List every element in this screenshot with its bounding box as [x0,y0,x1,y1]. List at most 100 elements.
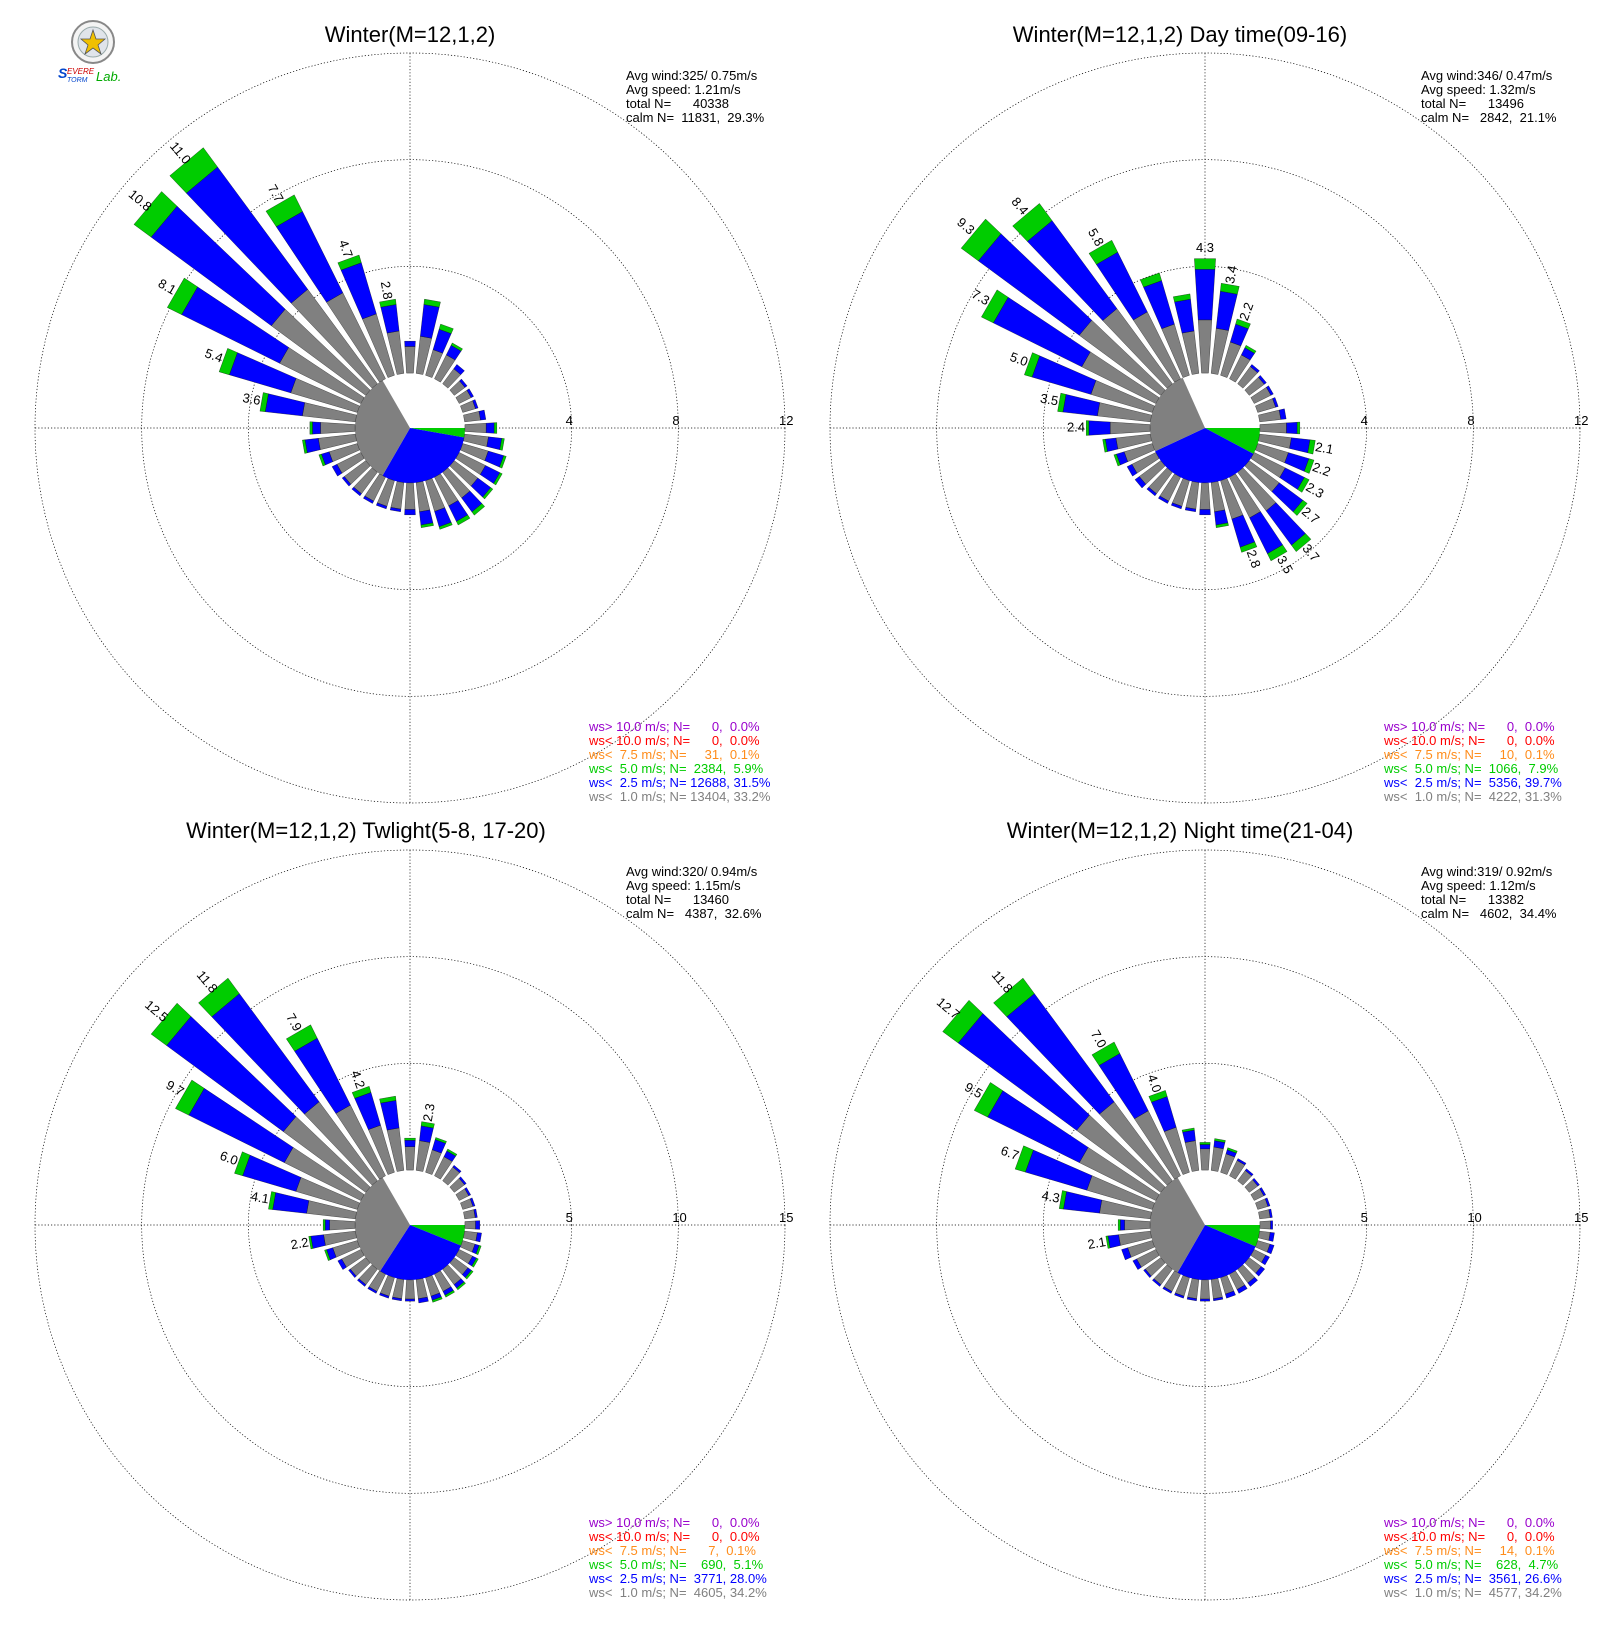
bar-270-lt1 [321,422,356,433]
legend-lt2_5: ws< 2.5 m/s; N= 3561, 26.6% [1383,1571,1562,1586]
bar-350-lt2_5 [381,1100,400,1130]
bar-270-lt5 [310,422,313,435]
bar-280-lt2_5 [265,394,304,416]
bar-10-lt2_5 [1216,291,1237,330]
bar-90-lt2_5 [1271,1221,1273,1230]
legend-lt5: ws< 5.0 m/s; N= 690, 5.1% [588,1557,764,1572]
ring-label: 4 [566,413,573,428]
stat-line: Avg wind:325/ 0.75m/s [626,68,758,83]
bar-280-lt2_5 [1063,394,1100,416]
bar-180-lt1 [1200,483,1210,510]
stat-line: Avg wind:319/ 0.92m/s [1421,864,1553,879]
ring-label: 5 [566,1210,573,1225]
bar-10-lt2_5 [420,304,439,338]
bar-80-lt1 [1258,1210,1270,1219]
bar-90-lt1 [465,1221,476,1229]
ring-label: 12 [779,413,793,428]
bar-80-lt1 [463,1210,475,1219]
legend-lt5: ws< 5.0 m/s; N= 2384, 5.9% [588,761,764,776]
bar-0-lt2_5 [1195,269,1215,320]
bar-value-label: 2.3 [420,1102,438,1122]
bar-0-lt1 [405,346,415,373]
bar-0-lt2_5 [405,341,416,346]
ring-label: 8 [1467,413,1474,428]
panel-title: Winter(M=12,1,2) [325,22,496,47]
bar-0-lt5 [405,1138,416,1140]
bar-value-label: 2.2 [289,1234,309,1252]
bar-180-lt1 [405,483,415,510]
bar-270-lt1 [1125,1220,1151,1230]
legend-lt1: ws< 1.0 m/s; N= 4222, 31.3% [1383,789,1562,804]
windrose-panel-2: 4 8 124.33.42.22.12.22.32.73.73.52.82.43.5… [830,22,1588,804]
bar-170-lt1 [416,1278,427,1298]
legend-lt7_5: ws< 7.5 m/s; N= 31, 0.1% [588,747,760,762]
bar-value-label: 6.0 [218,1148,240,1168]
bar-value-label: 2.4 [1067,419,1085,434]
bar-20-lt2_5 [433,329,451,353]
bar-0-lt1 [1198,320,1212,373]
ring-label: 15 [779,1210,793,1225]
bar-value-label: 3.6 [241,390,261,408]
bar-value-label: 4.7 [336,238,356,260]
legend-lt10: ws< 10.0 m/s; N= 0, 0.0% [1383,733,1555,748]
bar-value-label: 6.7 [999,1143,1021,1163]
bar-270-lt1 [330,1220,356,1230]
bar-0-lt2_5 [1200,1145,1210,1149]
bar-90-lt1 [1260,1221,1271,1229]
bar-80-lt1 [463,411,480,422]
stat-line: total N= 13382 [1421,892,1524,907]
legend-gt10: ws> 10.0 m/s; N= 0, 0.0% [588,719,760,734]
bar-value-label: 2.1 [1314,439,1334,457]
bar-90-lt5 [494,423,497,434]
bar-90-lt5 [1297,422,1300,434]
bar-0-lt2_5 [405,1140,416,1146]
legend-lt1: ws< 1.0 m/s; N= 4605, 34.2% [588,1585,767,1600]
legend-lt1: ws< 1.0 m/s; N= 4577, 34.2% [1383,1585,1562,1600]
bar-180-lt1 [405,1280,414,1299]
bar-0-lt1 [405,1147,415,1170]
windrose-panel-1: 4 8 123.65.48.110.811.07.74.72.8Winter(M=1… [35,22,793,804]
bar-value-label: 2.2 [1311,459,1333,479]
stat-line: Avg speed: 1.12m/s [1421,878,1536,893]
bar-value-label: 4.0 [1144,1072,1164,1094]
ring-label: 5 [1361,1210,1368,1225]
bar-value-label: 4.3 [1041,1188,1061,1206]
bar-100-lt2_5 [1290,438,1310,453]
ring-label: 12 [1574,413,1588,428]
panel-title: Winter(M=12,1,2) Twlight(5-8, 17-20) [186,818,546,843]
bar-0-lt5 [1194,259,1215,270]
bar-90-lt2_5 [476,1221,480,1230]
stat-line: calm N= 4602, 34.4% [1421,906,1557,921]
legend-lt2_5: ws< 2.5 m/s; N= 12688, 31.5% [588,775,771,790]
bar-100-lt1 [463,1231,477,1241]
bar-value-label: 4.2 [348,1068,368,1090]
stat-line: Avg speed: 1.32m/s [1421,82,1536,97]
stat-line: Avg wind:320/ 0.94m/s [626,864,758,879]
legend-lt7_5: ws< 7.5 m/s; N= 10, 0.1% [1383,747,1555,762]
legend-lt5: ws< 5.0 m/s; N= 1066, 7.9% [1383,761,1559,776]
stat-line: total N= 40338 [626,96,729,111]
bar-350-lt2_5 [381,304,399,333]
windrose-panel-4: 5 10 152.14.36.79.512.711.87.04.0Winter(M=… [830,818,1588,1600]
bar-80-lt1 [1258,410,1280,422]
bar-90-lt2_5 [1287,422,1298,434]
stat-line: calm N= 4387, 32.6% [626,906,762,921]
bar-180-lt2_5 [1200,1299,1210,1301]
legend-gt10: ws> 10.0 m/s; N= 0, 0.0% [1383,1515,1555,1530]
bar-260-lt2_5 [311,1235,326,1249]
legend-lt7_5: ws< 7.5 m/s; N= 14, 0.1% [1383,1543,1555,1558]
ring-label: 15 [1574,1210,1588,1225]
bar-10-lt1 [1211,1147,1223,1172]
legend-gt10: ws> 10.0 m/s; N= 0, 0.0% [588,1515,760,1530]
ring-label: 4 [1361,413,1368,428]
bar-270-lt1 [1110,422,1150,434]
bar-value-label: 5.4 [203,345,225,365]
bar-270-lt2_5 [325,1220,329,1231]
bar-90-lt2_5 [486,423,494,434]
bar-90-lt1 [465,423,486,433]
bar-value-label: 2.1 [1086,1234,1106,1252]
bar-0-lt5 [1200,1142,1210,1144]
legend-lt1: ws< 1.0 m/s; N= 13404, 33.2% [588,789,771,804]
stat-line: total N= 13496 [1421,96,1524,111]
bar-180-lt2_5 [405,510,416,515]
